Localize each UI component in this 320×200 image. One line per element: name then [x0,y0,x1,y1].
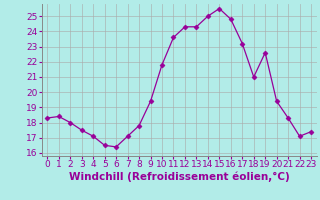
X-axis label: Windchill (Refroidissement éolien,°C): Windchill (Refroidissement éolien,°C) [69,172,290,182]
